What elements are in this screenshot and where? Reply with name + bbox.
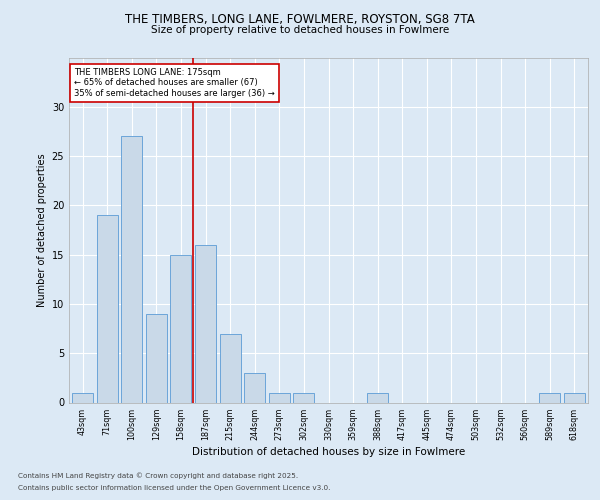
Text: Size of property relative to detached houses in Fowlmere: Size of property relative to detached ho… <box>151 25 449 35</box>
Text: THE TIMBERS, LONG LANE, FOWLMERE, ROYSTON, SG8 7TA: THE TIMBERS, LONG LANE, FOWLMERE, ROYSTO… <box>125 12 475 26</box>
X-axis label: Distribution of detached houses by size in Fowlmere: Distribution of detached houses by size … <box>192 447 465 457</box>
Bar <box>269 392 290 402</box>
Text: THE TIMBERS LONG LANE: 175sqm
← 65% of detached houses are smaller (67)
35% of s: THE TIMBERS LONG LANE: 175sqm ← 65% of d… <box>74 68 275 98</box>
Bar <box>564 392 585 402</box>
Bar <box>293 392 314 402</box>
Bar <box>170 254 191 402</box>
Bar <box>195 245 216 402</box>
Bar <box>220 334 241 402</box>
Y-axis label: Number of detached properties: Number of detached properties <box>37 153 47 307</box>
Bar <box>539 392 560 402</box>
Bar <box>121 136 142 402</box>
Bar <box>367 392 388 402</box>
Bar <box>146 314 167 402</box>
Text: Contains HM Land Registry data © Crown copyright and database right 2025.: Contains HM Land Registry data © Crown c… <box>18 472 298 479</box>
Bar <box>244 373 265 402</box>
Text: Contains public sector information licensed under the Open Government Licence v3: Contains public sector information licen… <box>18 485 331 491</box>
Bar <box>72 392 93 402</box>
Bar <box>97 215 118 402</box>
